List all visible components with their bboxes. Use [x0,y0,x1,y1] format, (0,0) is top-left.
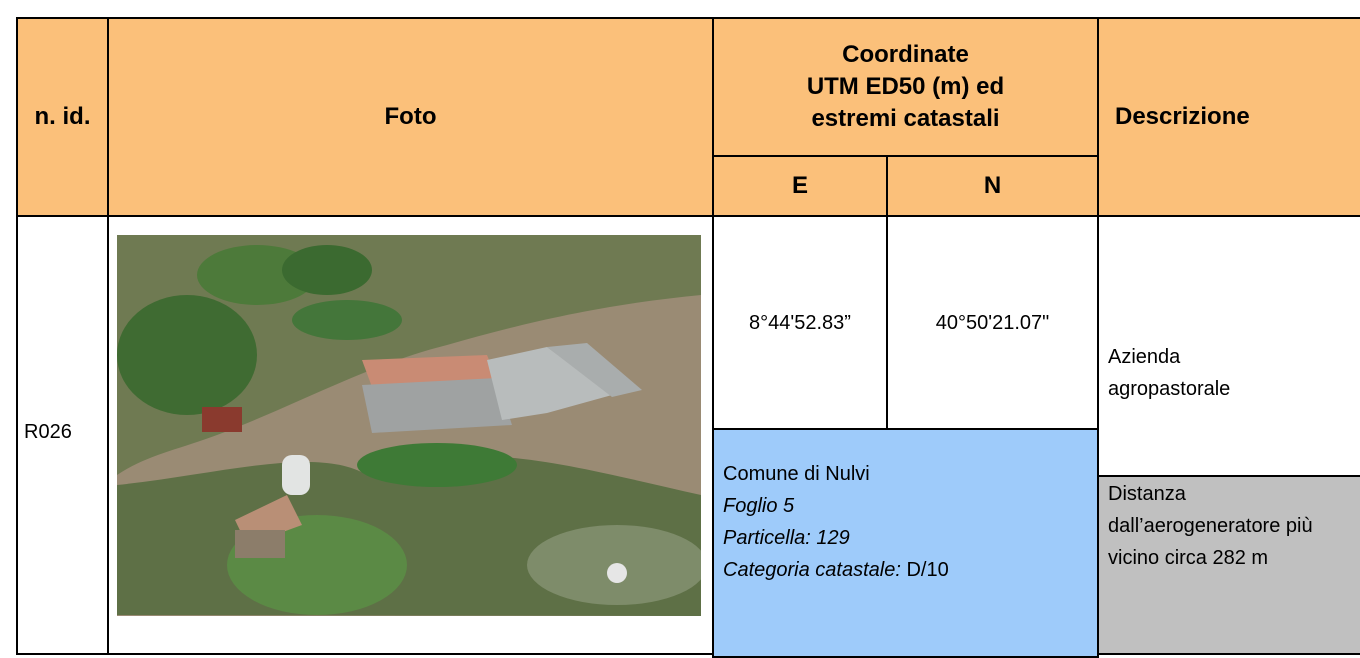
coord-n-text: 40°50'21.07" [935,311,1050,334]
coord-n: 40°50'21.07" [886,215,1099,430]
header-description: Descrizione [1097,17,1360,217]
header-n: N [886,155,1099,217]
header-e: E [712,155,888,217]
row-id: R026 [16,215,109,655]
header-n-text: N [983,172,1002,199]
coord-e-text: 8°44'52.83” [749,311,851,334]
cadastre-category-value: D/10 [906,559,949,581]
cadastre-foglio: Foglio 5 [723,495,795,517]
cadastre-category-label: Categoria catastale: [723,559,901,581]
header-e-text: E [791,172,808,199]
header-coords-line: estremi catastali [811,105,1000,132]
header-photo-text: Foto [384,103,437,130]
description: Azienda agropastorale [1097,215,1360,477]
distance: Distanza dall’aerogeneratore più vicino … [1097,475,1360,655]
header-description-text: Descrizione [1115,103,1250,130]
distance-text: Distanza dall’aerogeneratore più vicino … [1108,483,1313,569]
cadastre-comune: Comune di Nulvi [723,463,870,485]
header-id: n. id. [16,17,109,217]
cadastre-particella: Particella: 129 [723,527,850,549]
row-id-text: R026 [24,421,72,443]
photo-cell [107,215,714,655]
page: n. id. Foto Coordinate UTM ED50 (m) ed e… [16,17,1360,658]
header-photo: Foto [107,17,714,217]
header-coords: Coordinate UTM ED50 (m) ed estremi catas… [712,17,1099,157]
description-text: Azienda agropastorale [1108,346,1231,400]
cadastre: Comune di Nulvi Foglio 5 Particella: 129… [712,428,1099,658]
header-coords-line: UTM ED50 (m) ed [806,73,1005,100]
header-id-text: n. id. [34,103,91,130]
coord-e: 8°44'52.83” [712,215,888,430]
photo [117,235,701,616]
header-coords-line: Coordinate [842,41,969,68]
